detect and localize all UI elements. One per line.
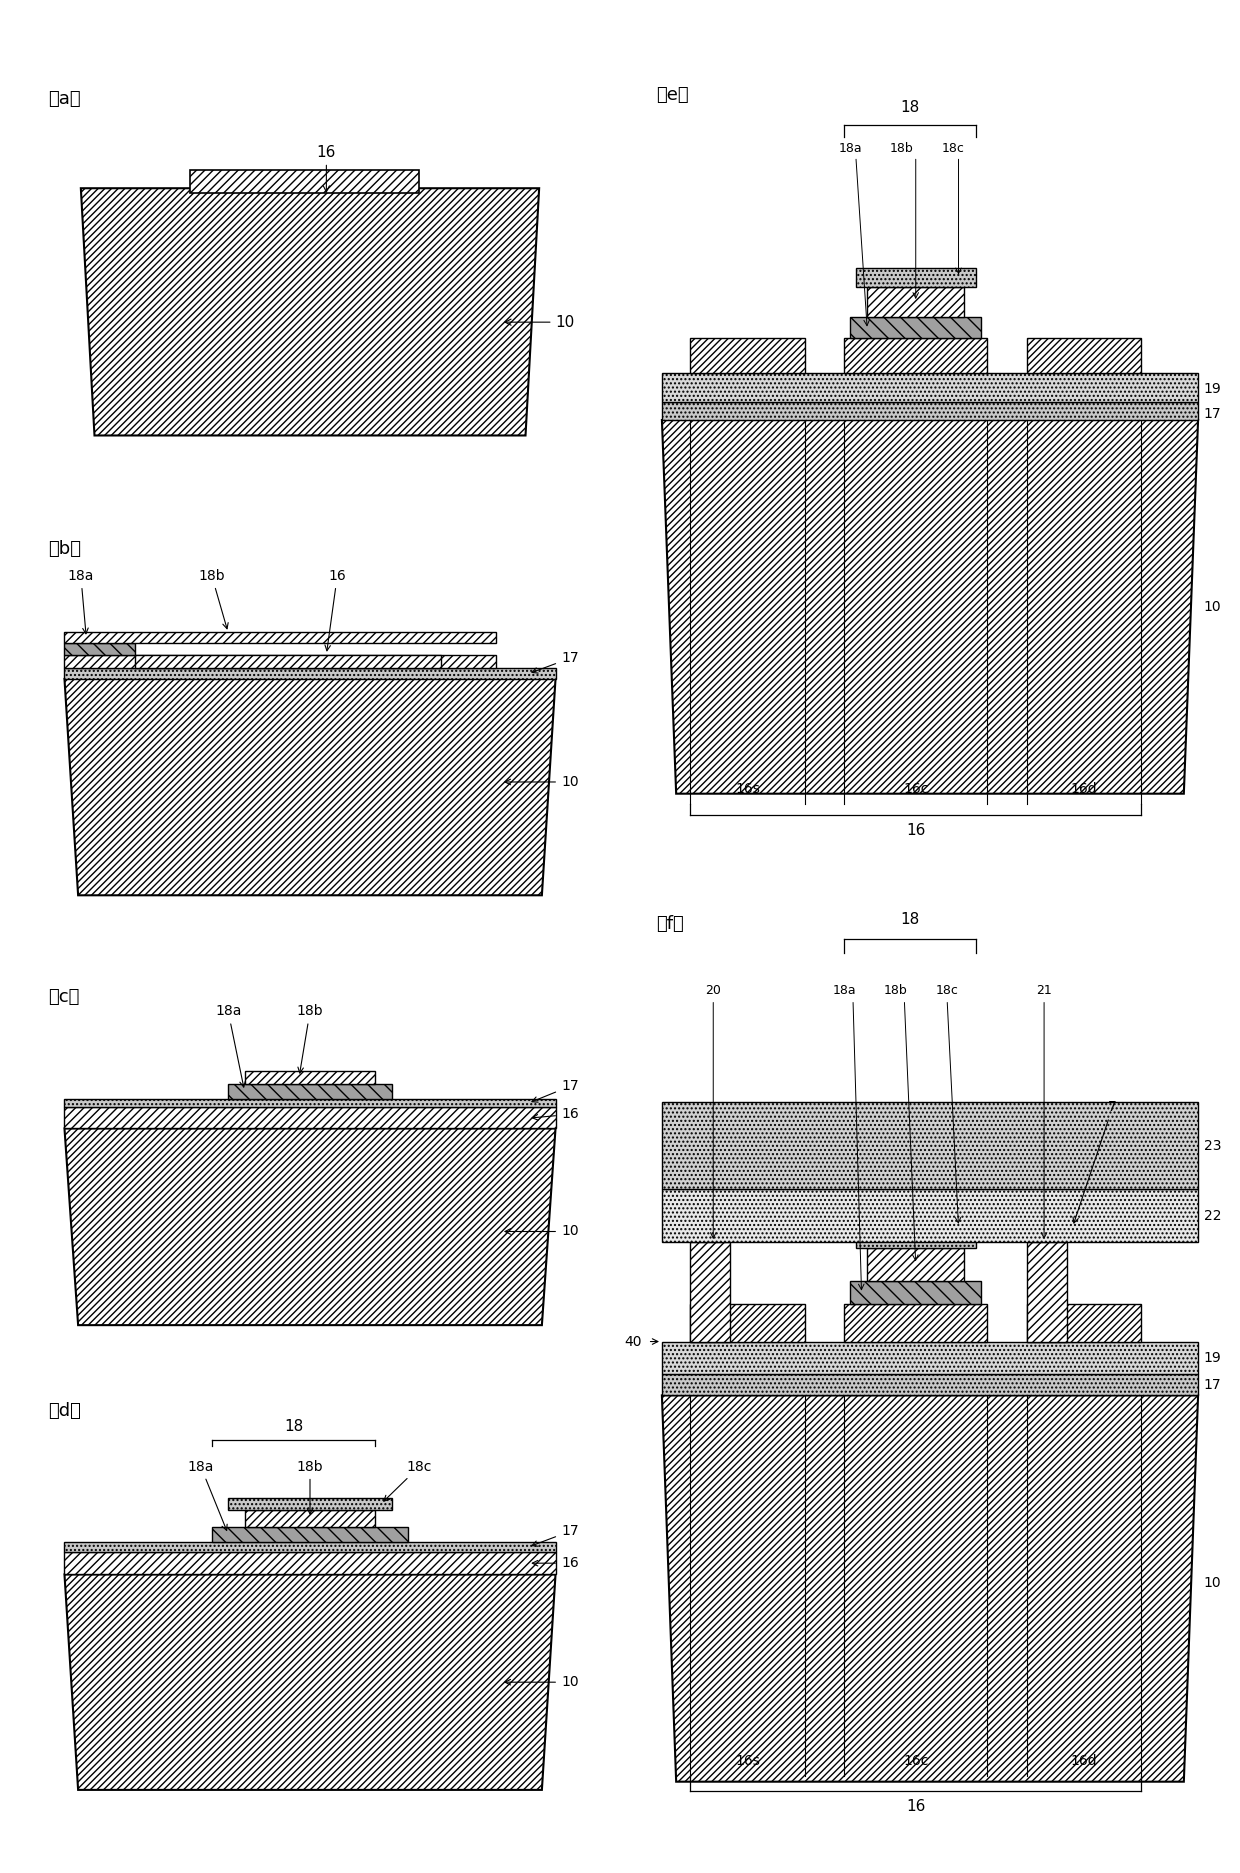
Bar bbox=[662, 403, 1198, 420]
Text: 16: 16 bbox=[532, 1556, 579, 1570]
Text: 23: 23 bbox=[1204, 1139, 1221, 1154]
Text: 18c: 18c bbox=[384, 1459, 432, 1500]
Text: 18a: 18a bbox=[832, 985, 857, 996]
Polygon shape bbox=[81, 189, 539, 436]
Bar bbox=[244, 1071, 376, 1084]
Bar bbox=[64, 644, 135, 656]
Text: 18b: 18b bbox=[889, 142, 914, 155]
Text: 18a: 18a bbox=[215, 1004, 246, 1086]
Text: 20: 20 bbox=[706, 985, 722, 996]
Text: 18b: 18b bbox=[296, 1004, 324, 1073]
Text: 19: 19 bbox=[1204, 1350, 1221, 1365]
Bar bbox=[64, 1541, 556, 1553]
Text: 17: 17 bbox=[532, 1079, 579, 1101]
Polygon shape bbox=[64, 1575, 556, 1791]
Text: 18a: 18a bbox=[187, 1459, 227, 1530]
Text: 18: 18 bbox=[284, 1420, 304, 1435]
Text: 16c: 16c bbox=[903, 781, 929, 796]
Text: 17: 17 bbox=[532, 1525, 579, 1547]
Bar bbox=[1027, 1304, 1141, 1341]
Text: 16: 16 bbox=[532, 1107, 579, 1122]
Text: 17: 17 bbox=[532, 652, 579, 672]
Text: 22: 22 bbox=[1204, 1210, 1221, 1223]
Bar bbox=[228, 1084, 392, 1099]
Bar bbox=[135, 656, 441, 667]
Text: 10: 10 bbox=[1204, 1575, 1221, 1590]
Polygon shape bbox=[662, 1395, 1198, 1781]
Text: 10: 10 bbox=[505, 775, 579, 789]
Text: 16s: 16s bbox=[735, 1753, 760, 1768]
Text: （d）: （d） bbox=[48, 1403, 81, 1420]
Text: 10: 10 bbox=[505, 1674, 579, 1689]
Bar bbox=[64, 1099, 556, 1107]
Bar bbox=[867, 1247, 965, 1281]
Bar bbox=[662, 1375, 1198, 1395]
Text: 18: 18 bbox=[900, 912, 920, 927]
Bar bbox=[662, 373, 1198, 403]
Text: （c）: （c） bbox=[48, 989, 79, 1006]
Text: 18a: 18a bbox=[68, 569, 94, 633]
Bar bbox=[228, 1498, 392, 1510]
Text: 16: 16 bbox=[906, 822, 925, 837]
Text: 10: 10 bbox=[505, 1225, 579, 1238]
Text: 16d: 16d bbox=[1070, 1753, 1097, 1768]
Text: 18: 18 bbox=[900, 99, 920, 116]
Bar bbox=[64, 656, 496, 667]
Text: 16: 16 bbox=[316, 144, 336, 191]
Bar bbox=[856, 268, 976, 287]
Text: 18a: 18a bbox=[838, 142, 862, 155]
Bar bbox=[844, 339, 987, 373]
Text: （f）: （f） bbox=[656, 916, 684, 933]
Bar bbox=[1027, 1242, 1066, 1341]
Text: 7: 7 bbox=[1073, 1101, 1117, 1223]
Text: 18b: 18b bbox=[296, 1459, 324, 1513]
Text: 16s: 16s bbox=[735, 781, 760, 796]
Text: 17: 17 bbox=[1204, 1379, 1221, 1392]
Text: 40: 40 bbox=[625, 1335, 642, 1349]
Text: 10: 10 bbox=[505, 315, 575, 330]
Text: 16d: 16d bbox=[1070, 781, 1097, 796]
Bar bbox=[64, 631, 496, 644]
Bar bbox=[662, 1101, 1198, 1189]
Text: （a）: （a） bbox=[48, 90, 81, 109]
Polygon shape bbox=[64, 680, 556, 895]
Bar bbox=[691, 339, 805, 373]
Text: （e）: （e） bbox=[656, 86, 689, 103]
Text: 19: 19 bbox=[1204, 382, 1221, 395]
Text: 16: 16 bbox=[906, 1800, 925, 1815]
Bar bbox=[244, 1510, 376, 1526]
Bar bbox=[851, 317, 981, 339]
Bar bbox=[851, 1281, 981, 1304]
Text: 18c: 18c bbox=[941, 142, 965, 155]
Polygon shape bbox=[662, 420, 1198, 794]
Bar bbox=[662, 1341, 1198, 1375]
Bar bbox=[844, 1304, 987, 1341]
Text: 21: 21 bbox=[1037, 985, 1052, 996]
Bar bbox=[856, 1227, 976, 1247]
Bar bbox=[64, 1107, 556, 1128]
Text: 18b: 18b bbox=[198, 569, 228, 629]
Text: 18b: 18b bbox=[884, 985, 908, 996]
Bar bbox=[691, 1242, 730, 1341]
Text: 10: 10 bbox=[1204, 599, 1221, 614]
Text: 17: 17 bbox=[1204, 406, 1221, 421]
Bar bbox=[691, 1304, 805, 1341]
Bar bbox=[64, 1553, 556, 1575]
Polygon shape bbox=[64, 1128, 556, 1326]
Text: 16c: 16c bbox=[903, 1753, 929, 1768]
Bar bbox=[64, 667, 556, 680]
Bar bbox=[662, 1189, 1198, 1242]
Text: 18c: 18c bbox=[936, 985, 959, 996]
Bar bbox=[190, 170, 419, 193]
Bar bbox=[212, 1526, 408, 1541]
Bar bbox=[867, 287, 965, 317]
Bar bbox=[1027, 339, 1141, 373]
Text: 16: 16 bbox=[325, 569, 346, 650]
Text: （b）: （b） bbox=[48, 539, 81, 558]
